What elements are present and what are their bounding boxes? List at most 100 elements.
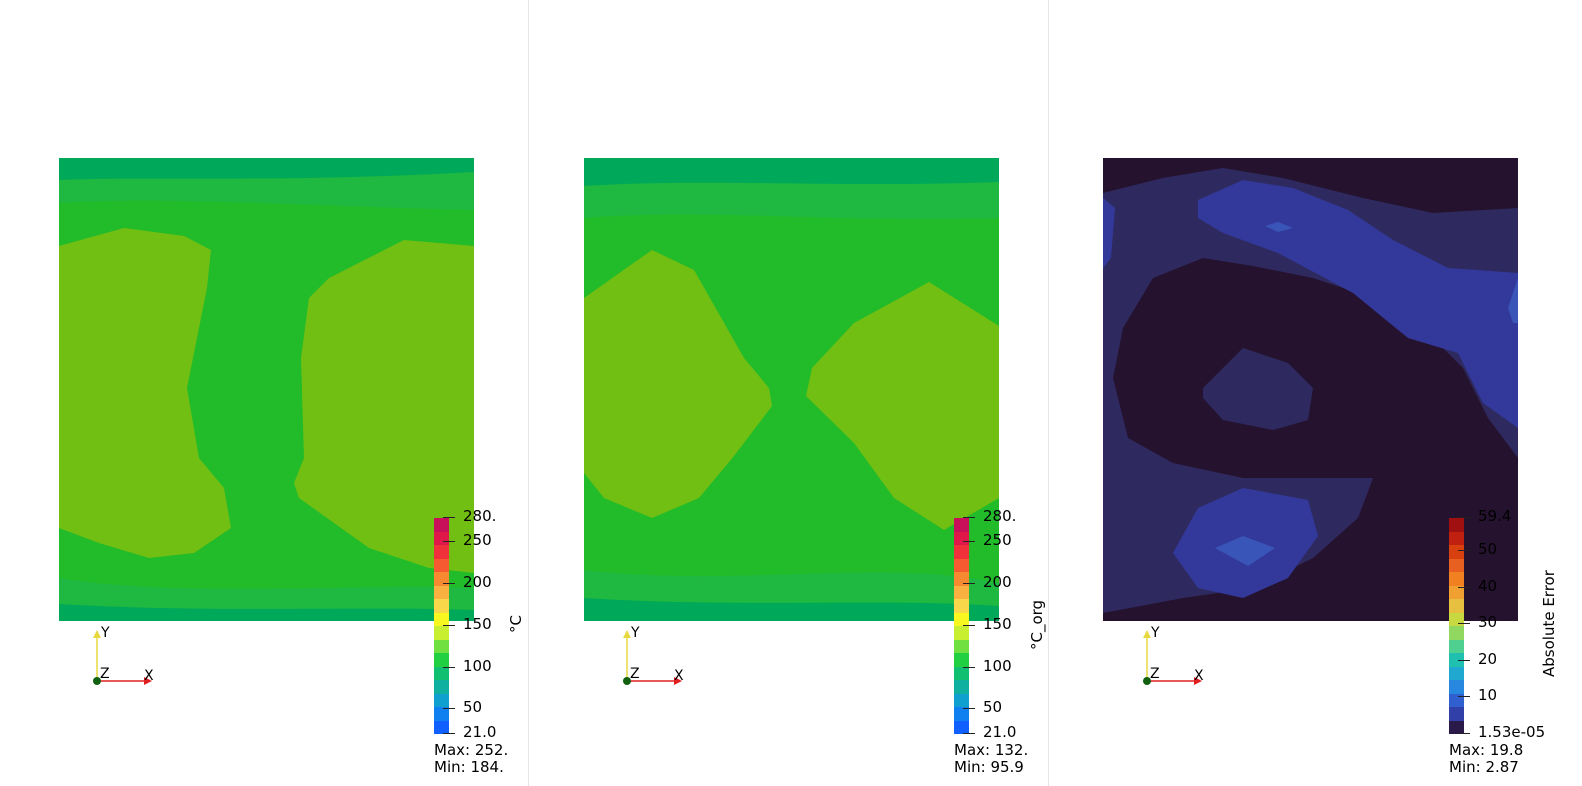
colorbar-tick xyxy=(963,733,975,734)
colorbar-band xyxy=(434,626,449,640)
colorbar-band xyxy=(954,720,969,734)
colorbar-band xyxy=(954,585,969,599)
colorbar-tick xyxy=(1458,517,1470,518)
colorbar-band xyxy=(954,531,969,545)
colorbar xyxy=(1449,518,1464,734)
colorbar-band xyxy=(434,693,449,707)
colorbar-tick xyxy=(963,708,975,709)
colorbar-tick xyxy=(1458,623,1470,624)
axis-label-x: X xyxy=(674,668,684,684)
view-divider[interactable] xyxy=(528,0,529,786)
min-label: Min: 2.87 xyxy=(1449,758,1519,776)
axis-label-x: X xyxy=(1194,668,1204,684)
colorbar-band xyxy=(1449,680,1464,694)
colorbar-band xyxy=(954,653,969,667)
colorbar-band xyxy=(434,666,449,680)
colorbar-band xyxy=(434,518,449,532)
colorbar-tick-label: 200 xyxy=(983,573,1012,591)
axis-label-z: Z xyxy=(1150,666,1160,682)
view-prediction[interactable]: °C Max: 252. Min: 184. Y X Z xyxy=(0,0,528,786)
colorbar-band xyxy=(1449,599,1464,613)
colorbar-band xyxy=(434,707,449,721)
colorbar-tick-label: 50 xyxy=(1478,540,1498,558)
axis-label-z: Z xyxy=(630,666,640,682)
colorbar-tick-label: 280. xyxy=(983,507,1017,525)
colorbar-band xyxy=(1449,612,1464,626)
view-divider[interactable] xyxy=(1048,0,1049,786)
colorbar-tick xyxy=(443,541,455,542)
colorbar-tick xyxy=(443,517,455,518)
colorbar-tick xyxy=(443,583,455,584)
colorbar-band xyxy=(434,653,449,667)
colorbar-band xyxy=(954,666,969,680)
colorbar-band xyxy=(434,720,449,734)
colorbar-band xyxy=(1449,585,1464,599)
colorbar-tick xyxy=(1458,733,1470,734)
orientation-axes: Y X Z xyxy=(1138,622,1218,692)
colorbar-title: °C xyxy=(507,615,525,633)
colorbar-band xyxy=(954,612,969,626)
colorbar-band xyxy=(1449,558,1464,572)
colorbar-tick-label: 21.0 xyxy=(983,723,1017,741)
colorbar-tick xyxy=(443,667,455,668)
colorbar-band xyxy=(954,626,969,640)
colorbar-tick-label: 150 xyxy=(983,615,1012,633)
colorbar-band xyxy=(954,572,969,586)
original-temperature-field-plot[interactable] xyxy=(584,158,999,621)
colorbar-band xyxy=(1449,626,1464,640)
colorbar-band xyxy=(1449,531,1464,545)
colorbar-band xyxy=(434,639,449,653)
colorbar-tick-label: 200 xyxy=(463,573,492,591)
orientation-axes: Y X Z xyxy=(88,622,168,692)
colorbar-band xyxy=(954,558,969,572)
colorbar-band xyxy=(434,680,449,694)
colorbar-tick xyxy=(443,708,455,709)
colorbar-tick-label: 50 xyxy=(983,698,1003,716)
colorbar-band xyxy=(954,707,969,721)
orientation-axes: Y X Z xyxy=(618,622,698,692)
colorbar-tick-label: 10 xyxy=(1478,686,1498,704)
colorbar-tick xyxy=(443,733,455,734)
axis-label-z: Z xyxy=(100,666,110,682)
max-label: Max: 19.8 xyxy=(1449,741,1524,759)
colorbar-tick-label: 1.53e-05 xyxy=(1478,723,1546,741)
temperature-field-plot[interactable] xyxy=(59,158,474,621)
max-label: Max: 132. xyxy=(954,741,1029,759)
colorbar-band xyxy=(434,545,449,559)
colorbar-band xyxy=(1449,666,1464,680)
colorbar-tick xyxy=(963,625,975,626)
colorbar-band xyxy=(1449,653,1464,667)
colorbar-tick xyxy=(1458,660,1470,661)
absolute-error-field-plot[interactable] xyxy=(1103,158,1518,621)
colorbar-tick-label: 250 xyxy=(983,531,1012,549)
colorbar-tick-label: 40 xyxy=(1478,577,1498,595)
colorbar-tick xyxy=(443,625,455,626)
colorbar-tick-label: 150 xyxy=(463,615,492,633)
colorbar-band xyxy=(434,531,449,545)
colorbar-tick-label: 100 xyxy=(983,657,1012,675)
colorbar-tick xyxy=(1458,696,1470,697)
colorbar-band xyxy=(1449,518,1464,532)
view-ground-truth[interactable]: °C_org Max: 132. Min: 95.9 Y X Z xyxy=(529,0,1048,786)
colorbar-tick-label: 21.0 xyxy=(463,723,497,741)
colorbar-band xyxy=(434,585,449,599)
min-label: Min: 95.9 xyxy=(954,758,1024,776)
colorbar-tick xyxy=(963,517,975,518)
axis-label-y: Y xyxy=(101,625,110,641)
colorbar-band xyxy=(1449,545,1464,559)
colorbar-tick xyxy=(1458,587,1470,588)
axis-label-y: Y xyxy=(1151,625,1160,641)
colorbar-band xyxy=(1449,639,1464,653)
colorbar-band xyxy=(434,612,449,626)
axis-label-y: Y xyxy=(631,625,640,641)
colorbar-band xyxy=(434,599,449,613)
axis-label-x: X xyxy=(144,668,154,684)
colorbar-band xyxy=(1449,572,1464,586)
colorbar xyxy=(434,518,449,734)
max-label: Max: 252. xyxy=(434,741,509,759)
view-absolute-error[interactable]: Absolute Error Max: 19.8 Min: 2.87 Y X Z xyxy=(1049,0,1582,786)
colorbar xyxy=(954,518,969,734)
colorbar-band xyxy=(954,680,969,694)
colorbar-tick-label: 280. xyxy=(463,507,497,525)
colorbar-title: °C_org xyxy=(1028,599,1046,650)
